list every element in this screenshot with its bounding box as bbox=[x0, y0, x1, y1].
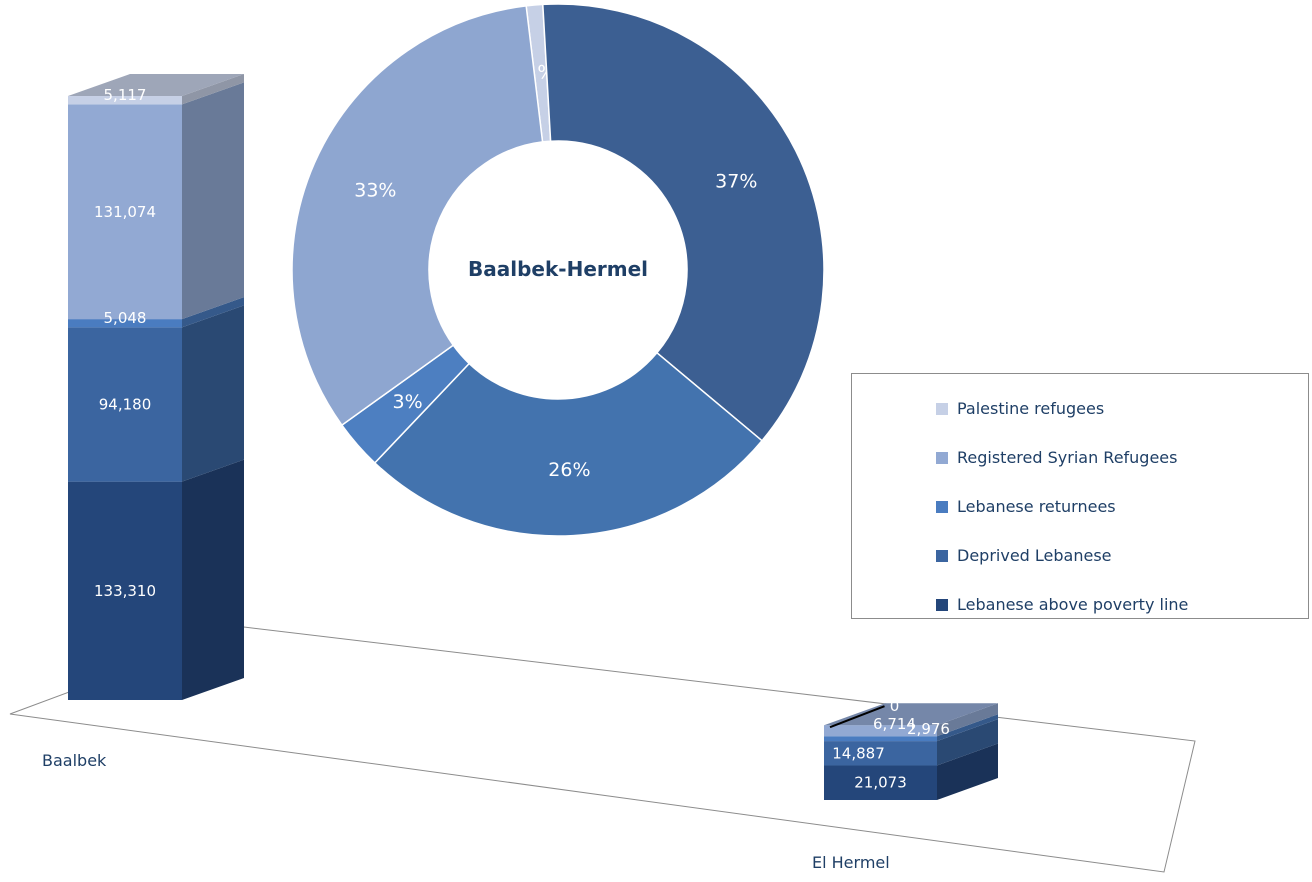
bar-segment-front bbox=[68, 319, 182, 328]
bar-segment-side bbox=[937, 703, 998, 737]
bar-segment-front bbox=[68, 327, 182, 482]
donut-slice-label: 33% bbox=[354, 180, 396, 202]
bar-segment-front bbox=[824, 741, 937, 766]
bar-data-label: 2,976 bbox=[907, 720, 950, 738]
legend-item: Palestine refugees bbox=[852, 384, 1308, 433]
bar-segment-side bbox=[182, 305, 244, 482]
donut-slice bbox=[291, 5, 544, 427]
category-label: El Hermel bbox=[812, 853, 890, 872]
leader-line bbox=[829, 705, 885, 729]
bar-segment-front bbox=[68, 481, 182, 700]
donut-chart: 1%37%26%3%33%Baalbek-Hermel bbox=[291, 3, 825, 537]
bar-segment-side bbox=[937, 719, 998, 766]
bar-top-face bbox=[824, 703, 998, 726]
legend-item: Lebanese returnees bbox=[852, 482, 1308, 531]
legend-label: Deprived Lebanese bbox=[957, 546, 1112, 565]
bar-data-label: 94,180 bbox=[99, 396, 152, 414]
legend-swatch bbox=[936, 598, 948, 611]
donut-slice bbox=[542, 3, 825, 442]
bar-data-label: 0 bbox=[890, 697, 900, 715]
bar-data-label: 14,887 bbox=[832, 744, 885, 762]
legend-label: Lebanese returnees bbox=[957, 497, 1116, 516]
bar-data-label: 21,073 bbox=[854, 774, 907, 792]
donut-slice-label: 37% bbox=[715, 170, 757, 192]
bar-segment-front bbox=[68, 104, 182, 320]
category-labels: Baalbek El Hermel bbox=[42, 751, 890, 872]
donut-center-label: Baalbek-Hermel bbox=[468, 257, 648, 281]
bar-segment-side bbox=[937, 714, 998, 742]
bar-data-label: 5,117 bbox=[104, 86, 147, 104]
legend-label: Lebanese above poverty line bbox=[957, 595, 1189, 614]
legend-label: Registered Syrian Refugees bbox=[957, 448, 1178, 467]
bar-segment-front bbox=[824, 725, 937, 737]
legend-swatch bbox=[936, 402, 948, 415]
bar-data-label: 5,048 bbox=[104, 309, 147, 327]
stacked-bars: 133,310 94,180 5,048 131,074 5,117 21,073 14,8… bbox=[68, 74, 998, 800]
bar-data-label: 6,714 bbox=[873, 715, 916, 733]
bar-segment-side bbox=[937, 743, 998, 800]
bar-segment-side bbox=[182, 82, 244, 320]
donut-slice-label: 3% bbox=[393, 391, 423, 413]
bar-segment-front bbox=[68, 96, 182, 105]
bar-segment-front bbox=[824, 736, 937, 742]
donut-slice bbox=[373, 351, 764, 537]
bar-segment-front bbox=[824, 765, 937, 800]
legend-item: Registered Syrian Refugees bbox=[852, 433, 1308, 482]
legend-swatch bbox=[936, 500, 948, 513]
donut-slice-label: 26% bbox=[548, 459, 590, 481]
bar-top-face bbox=[68, 74, 244, 97]
legend-item: Deprived Lebanese bbox=[852, 531, 1308, 580]
bar-segment-side bbox=[182, 297, 244, 328]
bar-segment-side bbox=[182, 74, 244, 105]
bar-data-label: 131,074 bbox=[94, 203, 156, 221]
legend-label: Palestine refugees bbox=[957, 399, 1105, 418]
category-label: Baalbek bbox=[42, 751, 107, 770]
bar-segment-side bbox=[182, 459, 244, 700]
legend-item: Lebanese above poverty line bbox=[852, 580, 1308, 629]
bar-data-label: 133,310 bbox=[94, 582, 156, 600]
legend: Palestine refugees Registered Syrian Refu… bbox=[851, 373, 1309, 619]
legend-swatch bbox=[936, 451, 948, 464]
legend-swatch bbox=[936, 549, 948, 562]
